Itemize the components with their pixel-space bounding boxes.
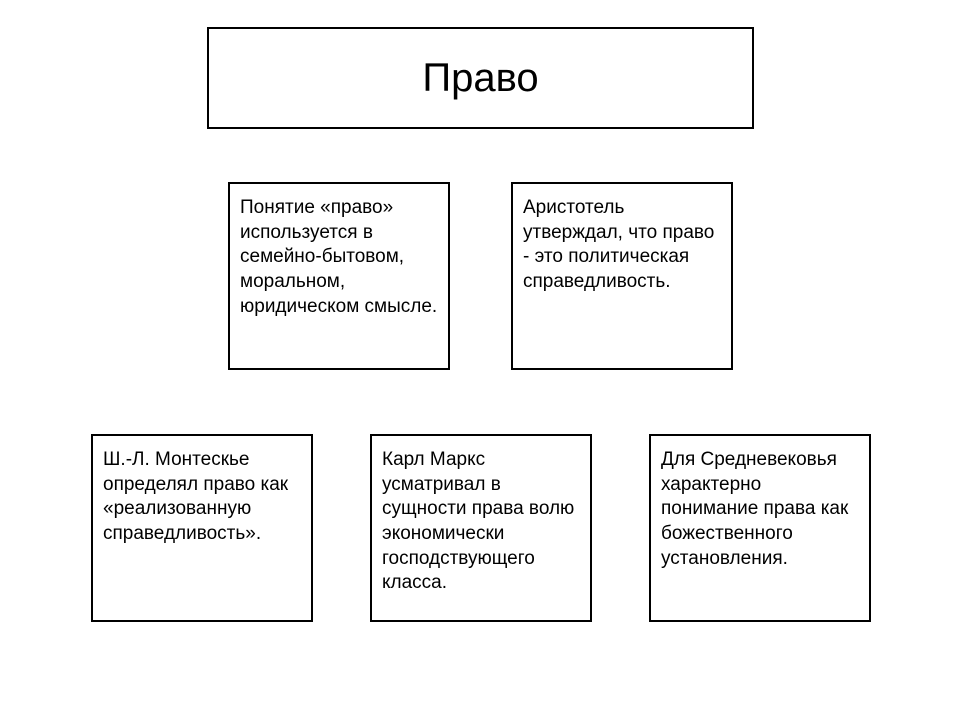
- box-medieval-text: Для Средневековья характерно понимание п…: [661, 448, 859, 571]
- box-montesquieu: Ш.-Л. Монтескье определял право как «реа…: [91, 434, 313, 622]
- title-box: Право: [207, 27, 754, 129]
- box-marx-text: Карл Маркс усматривал в сущности права в…: [382, 448, 580, 596]
- box-definition: Понятие «право» используется в семейно-б…: [228, 182, 450, 370]
- box-montesquieu-text: Ш.-Л. Монтескье определял право как «реа…: [103, 448, 301, 547]
- box-aristotle: Аристотель утверждал, что право - это по…: [511, 182, 733, 370]
- box-aristotle-text: Аристотель утверждал, что право - это по…: [523, 196, 721, 295]
- title-text: Право: [422, 56, 538, 101]
- box-marx: Карл Маркс усматривал в сущности права в…: [370, 434, 592, 622]
- box-medieval: Для Средневековья характерно понимание п…: [649, 434, 871, 622]
- box-definition-text: Понятие «право» используется в семейно-б…: [240, 196, 438, 319]
